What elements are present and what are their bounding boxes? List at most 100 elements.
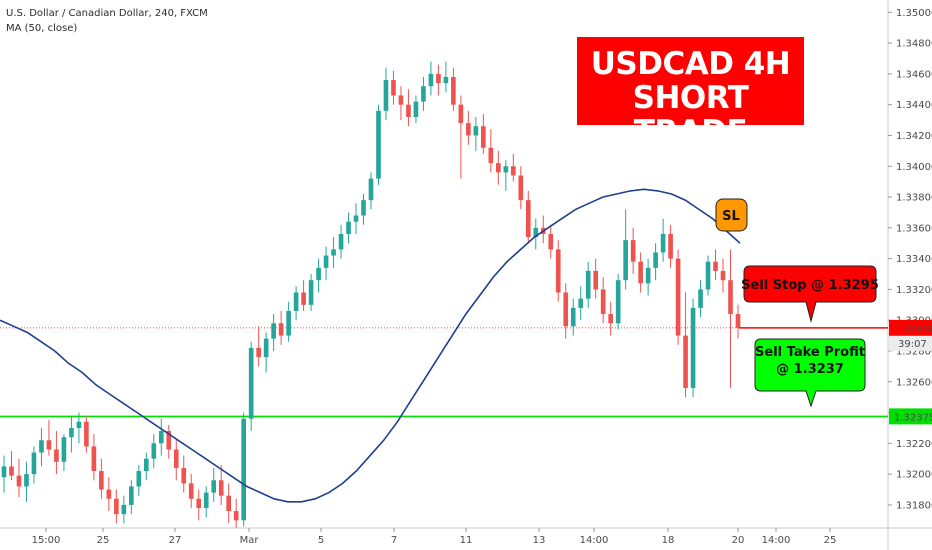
- price-tick-label: 1.35000: [896, 8, 932, 19]
- candle-body: [181, 467, 187, 484]
- candle-down: [735, 304, 741, 339]
- candle-body: [293, 292, 299, 311]
- take-profit-callout-text: @ 1.3237: [776, 362, 844, 377]
- candle-body: [660, 233, 666, 253]
- candle-up: [158, 418, 164, 456]
- candle-up: [353, 203, 359, 234]
- banner-line-2: SHORT TRADE: [632, 80, 749, 150]
- price-tick-label: 1.32800: [896, 346, 932, 357]
- candle-up: [308, 274, 314, 311]
- candle-body: [46, 440, 52, 450]
- price-tick-label: 1.34800: [896, 39, 932, 50]
- candle-body: [653, 252, 658, 268]
- candle-body: [496, 163, 501, 173]
- stop-loss-text: SL: [722, 209, 740, 224]
- candle-down: [458, 95, 464, 179]
- candle-body: [570, 307, 576, 327]
- candle-down: [451, 67, 456, 111]
- price-tick-label: 1.31800: [896, 500, 932, 511]
- candle-body: [623, 240, 628, 281]
- candle-body: [54, 449, 59, 462]
- candle-down: [173, 440, 179, 481]
- candle-body: [316, 267, 321, 281]
- price-tick-label: 1.34600: [896, 69, 932, 80]
- chart-header: U.S. Dollar / Canadian Dollar, 240, FXCM…: [6, 6, 208, 36]
- candle-body: [383, 80, 389, 111]
- candle-up: [69, 415, 74, 453]
- candle-body: [563, 292, 569, 327]
- candle-down: [114, 489, 119, 524]
- take-profit-callout: Sell Take Profit @ 1.3237: [754, 338, 866, 408]
- candle-up: [143, 452, 149, 481]
- candle-up: [368, 172, 374, 210]
- symbol-title[interactable]: U.S. Dollar / Canadian Dollar, 240, FXCM: [6, 8, 208, 19]
- candle-down: [675, 249, 681, 345]
- candle-body: [91, 446, 97, 472]
- candle-up: [428, 61, 434, 96]
- candle-body: [39, 440, 44, 453]
- candle-body: [338, 233, 344, 250]
- candle-body: [533, 227, 539, 238]
- candle-body: [488, 147, 494, 164]
- candle-body: [630, 240, 636, 262]
- candle-body: [481, 126, 486, 148]
- candle-body: [413, 101, 419, 117]
- candle-down: [555, 240, 561, 302]
- candle-body: [473, 126, 479, 136]
- candle-up: [361, 193, 366, 225]
- candle-body: [31, 452, 37, 475]
- candle-body: [241, 418, 246, 521]
- banner-line-1: USDCAD 4H: [590, 46, 791, 82]
- support-price-value: 1.32375: [894, 412, 932, 423]
- candle-body: [203, 492, 209, 508]
- candle-body: [61, 437, 67, 462]
- candle-body: [436, 73, 441, 84]
- candle-down: [84, 415, 89, 453]
- candle-body: [615, 280, 621, 324]
- candle-body: [668, 233, 673, 259]
- indicator-legend[interactable]: MA (50, close): [6, 23, 78, 34]
- countdown-label: 39:07: [889, 335, 932, 351]
- candle-down: [226, 483, 232, 524]
- candle-up: [653, 243, 658, 281]
- candle-down: [54, 431, 59, 475]
- time-tick-label: 15:00: [32, 535, 61, 546]
- candle-body: [308, 280, 314, 305]
- candle-body: [645, 267, 651, 284]
- candle-down: [46, 420, 52, 456]
- candle-up: [376, 104, 381, 185]
- candle-body: [683, 335, 688, 388]
- candle-body: [406, 104, 411, 117]
- candle-body: [24, 474, 29, 487]
- candle-body: [121, 504, 127, 515]
- candle-down: [728, 249, 733, 388]
- candle-body: [84, 421, 89, 447]
- candle-body: [690, 307, 696, 388]
- candle-down: [181, 455, 187, 493]
- candle-up: [293, 286, 299, 321]
- candle-down: [406, 89, 411, 127]
- price-tick-label: 1.34400: [896, 100, 932, 111]
- candle-down: [525, 190, 531, 244]
- candle-body: [443, 76, 449, 84]
- candle-down: [301, 280, 306, 311]
- candle-body: [346, 221, 351, 234]
- time-tick-label: 13: [533, 535, 546, 546]
- candle-up: [31, 446, 37, 484]
- candle-up: [615, 274, 621, 330]
- candle-down: [518, 166, 524, 210]
- current-price-value: 1.32950: [894, 324, 932, 335]
- candle-up: [129, 480, 134, 515]
- candle-body: [698, 289, 703, 308]
- price-tick-label: 1.32200: [896, 439, 932, 450]
- candle-up: [263, 332, 269, 373]
- candle-body: [376, 110, 381, 179]
- candle-up: [705, 255, 711, 296]
- candle-up: [623, 209, 628, 290]
- candle-body: [585, 270, 591, 299]
- candle-down: [563, 283, 569, 339]
- candle-down: [256, 326, 261, 367]
- candle-body: [705, 261, 711, 290]
- candle-down: [593, 258, 599, 299]
